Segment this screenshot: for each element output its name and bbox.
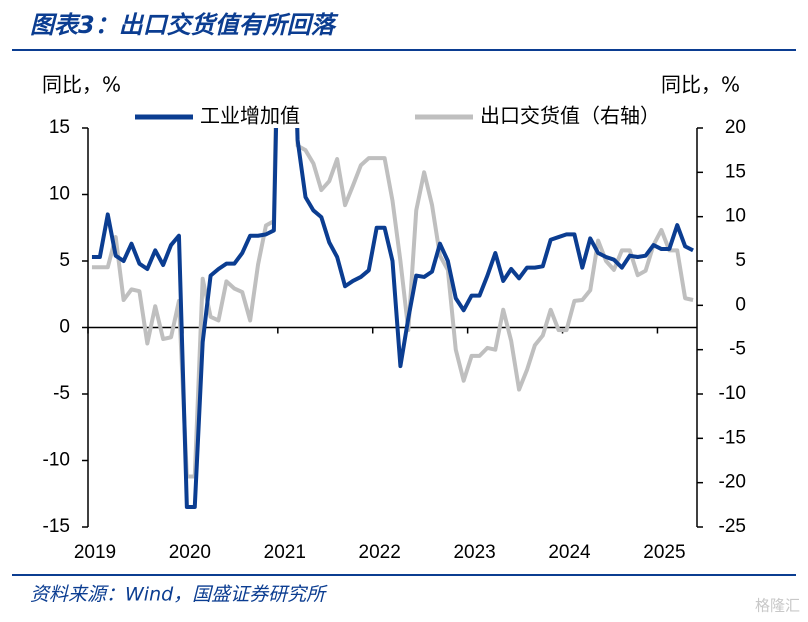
y-tick-label: 10: [49, 184, 70, 205]
y-axis-label: 同比，%: [42, 73, 121, 97]
source: 资料来源：Wind，国盛证券研究所: [30, 584, 328, 606]
y-tick-label: -5: [53, 383, 70, 404]
y2-tick-label: -5: [729, 339, 746, 360]
y-tick-label: 5: [59, 250, 70, 271]
x-tick-label: 2021: [264, 542, 306, 563]
x-tick-label: 2024: [548, 542, 591, 563]
y-tick-label: -10: [43, 450, 70, 471]
chart-title: 图表3：出口交货值有所回落: [30, 11, 339, 39]
y2-tick-label: -10: [719, 383, 746, 404]
y2-axis-label: 同比，%: [661, 73, 740, 97]
y2-tick-label: -15: [719, 427, 746, 448]
legend-label: 工业增加值: [200, 104, 300, 128]
series-line: [91, 128, 694, 510]
y2-tick-label: -25: [719, 516, 746, 537]
y2-tick-label: 5: [735, 250, 746, 271]
x-tick-label: 2023: [453, 542, 495, 563]
x-tick-label: 2022: [359, 542, 401, 563]
y2-tick-label: 15: [725, 161, 746, 182]
legend-label: 出口交货值（右轴）: [480, 104, 660, 128]
x-tick-label: 2020: [169, 542, 211, 563]
y-tick-label: -15: [43, 516, 70, 537]
plot-area: [91, 128, 694, 510]
y-tick-label: 15: [49, 117, 70, 138]
y-tick-label: 0: [59, 317, 70, 338]
series-line: [91, 128, 694, 479]
y2-tick-label: -20: [719, 472, 746, 493]
y2-tick-label: 10: [725, 206, 746, 227]
y2-tick-label: 0: [735, 294, 746, 315]
y2-tick-label: 20: [725, 117, 746, 138]
watermark: 格隆汇: [755, 597, 800, 615]
x-tick-label: 2025: [643, 542, 685, 563]
x-tick-label: 2019: [74, 542, 116, 563]
